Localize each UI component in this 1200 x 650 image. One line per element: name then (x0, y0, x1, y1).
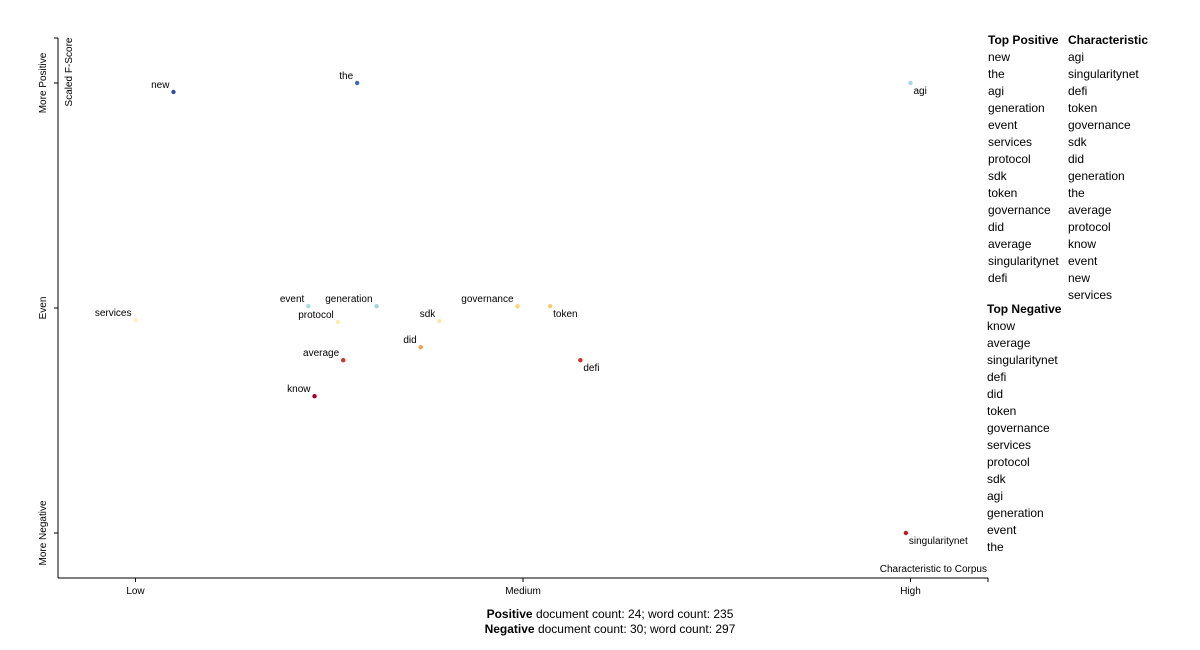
footer-text: document count: 24; word count: 235 (533, 607, 734, 621)
list-item: protocol (988, 152, 1031, 166)
list-item: sdk (1068, 135, 1088, 149)
list-item: defi (1068, 84, 1087, 98)
y-tick-label: More Positive (38, 52, 49, 113)
list-item: services (987, 438, 1031, 452)
list-item: did (988, 220, 1004, 234)
list-item: protocol (987, 455, 1030, 469)
x-axis-title: Characteristic to Corpus (880, 564, 987, 575)
point (306, 304, 311, 309)
list-item: services (1068, 288, 1112, 302)
list-item: generation (1068, 169, 1125, 183)
list-title: Top Negative (987, 302, 1062, 316)
list-item: average (1068, 203, 1112, 217)
point (341, 358, 346, 363)
list-title: Characteristic (1068, 33, 1148, 47)
list-item: defi (988, 271, 1007, 285)
point-label: token (553, 309, 577, 320)
footer-bold: Positive (487, 607, 533, 621)
point (437, 318, 442, 324)
list-item: sdk (988, 169, 1008, 183)
point (578, 358, 583, 363)
point-label: protocol (298, 310, 334, 321)
point-label: generation (325, 294, 372, 305)
list-item: singularitynet (987, 353, 1058, 367)
footer-line: Negative document count: 30; word count:… (485, 622, 736, 636)
y-tick-label: Even (38, 297, 49, 320)
list-item: average (987, 336, 1031, 350)
point-label: singularitynet (909, 536, 968, 547)
list-item: agi (988, 84, 1004, 98)
list-item: agi (987, 489, 1003, 503)
list-item: singularitynet (1068, 67, 1139, 81)
list-item: the (987, 540, 1004, 554)
point (908, 80, 913, 86)
list-item: know (1068, 237, 1096, 251)
point-label: services (95, 308, 132, 319)
point (335, 319, 340, 325)
list-item: governance (1068, 118, 1131, 132)
footer-line: Positive document count: 24; word count:… (487, 607, 734, 621)
list-item: services (988, 135, 1032, 149)
list-item: event (988, 118, 1018, 132)
list-item: the (1068, 186, 1085, 200)
point-label: governance (461, 294, 514, 305)
list-item: singularitynet (988, 254, 1059, 268)
point (171, 89, 176, 95)
list-item: token (1068, 101, 1097, 115)
list-item: did (1068, 152, 1084, 166)
footer-text: document count: 30; word count: 297 (535, 622, 736, 636)
point (312, 394, 317, 399)
list-item: generation (988, 101, 1045, 115)
point (903, 530, 909, 536)
point-label: average (303, 348, 340, 359)
point-label: event (280, 294, 305, 305)
list-item: token (988, 186, 1017, 200)
term-panel: Top Positive new the agi generation event serv… (987, 33, 1148, 554)
point-label: the (339, 71, 353, 82)
point-label: new (151, 80, 170, 91)
point (515, 304, 520, 309)
list-title: Top Positive (988, 33, 1059, 47)
point (418, 344, 423, 350)
list-item: protocol (1068, 220, 1111, 234)
point (374, 304, 379, 309)
x-tick-label: Medium (505, 586, 541, 597)
list-item: agi (1068, 50, 1084, 64)
point-label: know (287, 384, 311, 395)
list-item: the (988, 67, 1005, 81)
point-label: defi (583, 363, 599, 374)
point-label: sdk (420, 309, 437, 320)
list-item: did (987, 387, 1003, 401)
point (547, 304, 553, 309)
list-item: event (987, 523, 1017, 537)
y-axis-title: Scaled F-Score (64, 37, 75, 106)
x-tick-label: Low (126, 586, 145, 597)
list-item: generation (987, 506, 1044, 520)
list-item: defi (987, 370, 1006, 384)
list-item: governance (988, 203, 1051, 217)
list-item: sdk (987, 472, 1007, 486)
list-item: know (987, 319, 1015, 333)
x-tick-label: High (900, 586, 921, 597)
list-item: event (1068, 254, 1098, 268)
list-item: new (1068, 271, 1090, 285)
list-item: new (988, 50, 1010, 64)
list-item: governance (987, 421, 1050, 435)
point (133, 317, 138, 323)
point-label: agi (914, 86, 927, 97)
footer-bold: Negative (485, 622, 535, 636)
list-item: average (988, 237, 1032, 251)
point (354, 80, 360, 86)
point-label: did (403, 335, 416, 346)
y-tick-label: More Negative (38, 500, 49, 565)
list-item: token (987, 404, 1016, 418)
